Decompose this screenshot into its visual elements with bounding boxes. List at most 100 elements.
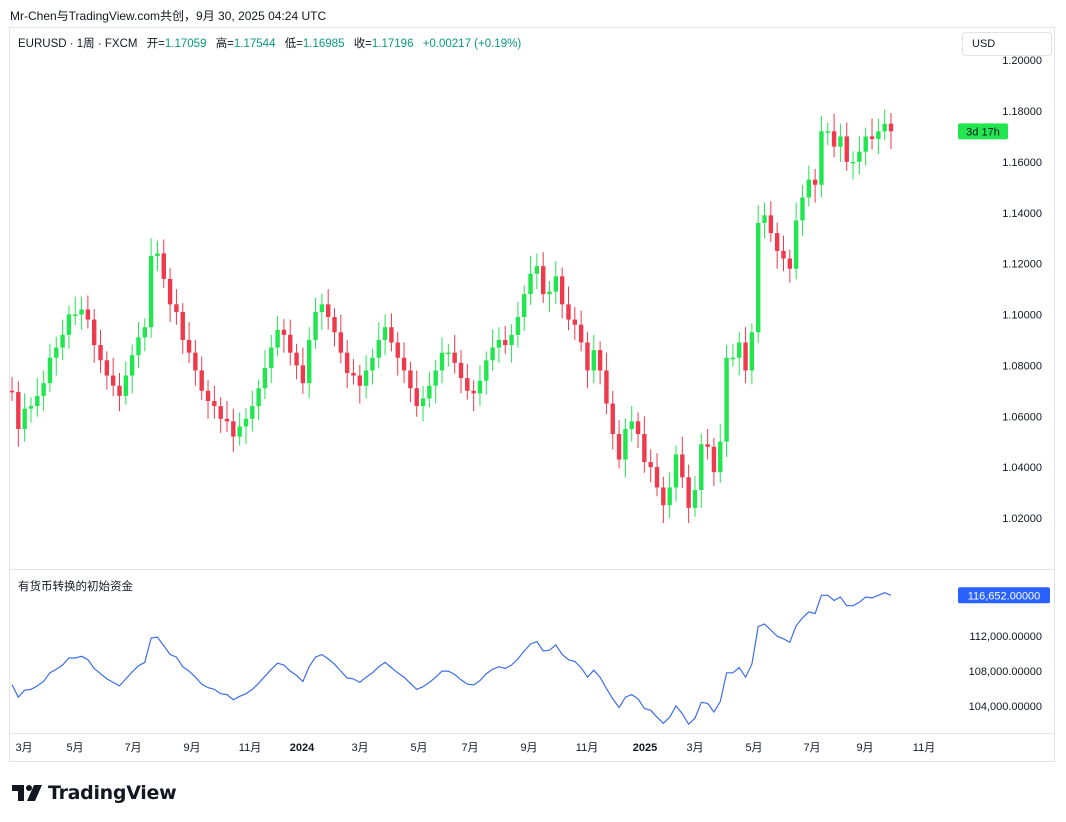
price-axis-tick: 1.02000 xyxy=(1002,513,1042,525)
currency-button[interactable]: USD xyxy=(962,32,1052,56)
candle-body xyxy=(205,390,211,401)
legend-symbol: EURUSD · 1周 · FXCM xyxy=(18,38,138,50)
candle-body xyxy=(224,418,230,422)
legend-change: +0.00217 (+0.19%) xyxy=(422,38,522,50)
candle-body xyxy=(180,311,185,340)
candle-body xyxy=(41,383,46,396)
candle-body xyxy=(737,342,742,358)
candle-body xyxy=(458,362,464,379)
candle-body xyxy=(408,370,413,389)
price-axis-tick: 1.20000 xyxy=(1002,55,1042,67)
indicator-last-value-label: 116,652.00000 xyxy=(968,590,1041,602)
candle-body xyxy=(79,309,84,315)
time-axis-tick: 11月 xyxy=(576,742,598,754)
candle-body xyxy=(199,370,204,391)
legend-high-value: 1.17544 xyxy=(233,38,276,50)
chart-frame[interactable] xyxy=(9,27,1055,762)
candle-body xyxy=(92,319,97,346)
time-axis-tick: 3月 xyxy=(686,742,703,754)
tradingview-wordmark: TradingView xyxy=(48,782,177,804)
candle-body xyxy=(269,347,274,368)
time-axis-tick: 11月 xyxy=(239,742,261,754)
candle-body xyxy=(193,352,198,371)
candle-body xyxy=(401,357,407,371)
candle-body xyxy=(585,342,590,371)
candle-body xyxy=(427,385,432,399)
candle-body xyxy=(509,334,514,346)
candle-body xyxy=(9,390,15,393)
countdown-label: 3d 17h xyxy=(966,126,1000,138)
candle-body xyxy=(692,490,698,508)
candle-body xyxy=(300,365,306,384)
candle-body xyxy=(256,388,261,407)
price-axis-tick: 1.12000 xyxy=(1002,259,1042,271)
time-axis-tick: 9月 xyxy=(520,742,537,754)
candle-body xyxy=(812,179,818,185)
candle-body xyxy=(686,477,691,508)
candle-body xyxy=(275,329,280,348)
candle-body xyxy=(876,131,881,139)
candle-body xyxy=(749,332,755,371)
candle-body xyxy=(104,360,110,376)
indicator-axis-tick: 108,000.00000 xyxy=(969,666,1042,678)
candle-body xyxy=(174,304,179,312)
candle-body xyxy=(496,339,502,348)
candle-body xyxy=(635,421,641,435)
candle-body xyxy=(414,388,419,407)
time-axis-tick: 7月 xyxy=(124,742,141,754)
time-axis-tick: 7月 xyxy=(803,742,820,754)
candle-body xyxy=(528,273,533,295)
candle-body xyxy=(762,215,767,223)
candle-body xyxy=(711,446,717,473)
candle-body xyxy=(774,233,780,251)
candle-body xyxy=(439,352,445,371)
candle-body xyxy=(534,266,540,274)
candle-body xyxy=(781,250,786,259)
candle-body xyxy=(212,400,217,407)
candle-body xyxy=(452,352,457,363)
price-axis-tick: 1.10000 xyxy=(1002,310,1042,322)
candle-body xyxy=(572,319,578,325)
legend-close-label: 收= xyxy=(353,38,372,50)
candle-body xyxy=(370,357,375,371)
candle-body xyxy=(540,266,546,295)
candle-body xyxy=(756,222,761,333)
candle-body xyxy=(553,276,559,292)
chart-caption: Mr-Chen与TradingView.com共创，9月 30, 2025 04… xyxy=(10,9,327,23)
candle-body xyxy=(806,179,811,198)
candle-body xyxy=(446,352,451,355)
candle-body xyxy=(705,444,710,447)
time-axis-tick: 9月 xyxy=(183,742,200,754)
candle-body xyxy=(850,161,856,164)
legend-low-value: 1.16985 xyxy=(302,38,345,50)
candle-body xyxy=(110,375,116,386)
candle-body xyxy=(547,291,552,295)
candle-body xyxy=(597,350,603,371)
time-axis-tick: 3月 xyxy=(15,742,32,754)
indicator-axis-tick: 112,000.00000 xyxy=(969,631,1042,643)
ohlc-legend: EURUSD · 1周 · FXCM 开=1.17059 高=1.17544 低… xyxy=(18,35,521,51)
indicator-last-value-badge xyxy=(958,587,1050,604)
legend-close-value: 1.17196 xyxy=(371,38,414,50)
candle-body xyxy=(844,136,849,162)
candle-body xyxy=(648,462,653,468)
candle-body xyxy=(66,314,72,335)
legend-open-label: 开= xyxy=(146,38,165,50)
candle-body xyxy=(819,131,824,185)
candle-body xyxy=(768,215,774,234)
candle-body xyxy=(73,314,78,316)
candle-body xyxy=(142,327,147,338)
candle-body xyxy=(325,304,331,318)
candle-body xyxy=(351,373,356,376)
candle-body xyxy=(294,352,299,366)
price-axis-tick: 1.16000 xyxy=(1002,157,1042,169)
candle-body xyxy=(465,378,470,391)
candle-body xyxy=(661,487,666,506)
candle-body xyxy=(313,311,318,340)
candle-body xyxy=(515,317,521,335)
time-axis-tick: 11月 xyxy=(913,742,935,754)
candle-body xyxy=(332,317,337,333)
candle-body xyxy=(642,434,647,463)
tradingview-logo[interactable]: TradingView xyxy=(12,781,177,805)
